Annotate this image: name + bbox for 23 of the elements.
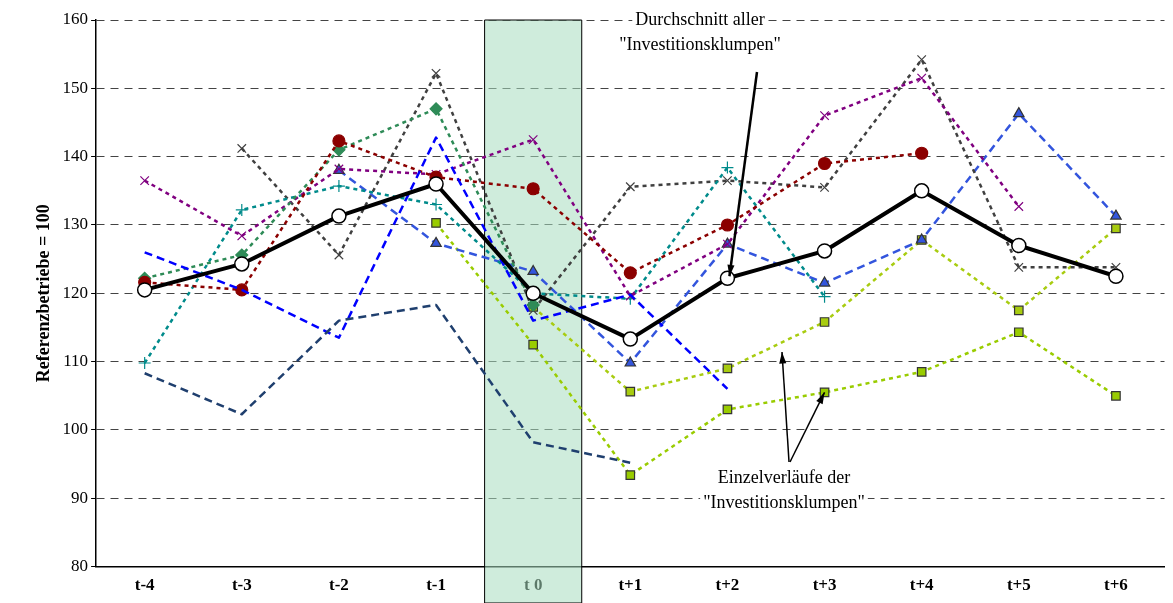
y-tick-label: 140 <box>62 146 89 166</box>
x-tick-label: t+5 <box>1006 575 1031 595</box>
x-tick-label: t-4 <box>134 575 156 595</box>
y-tick-label: 90 <box>71 487 89 507</box>
y-axis-title: Referenzbetriebe = 100 <box>33 204 54 383</box>
x-tick-label: t 0 <box>523 575 543 595</box>
x-tick-label: t+1 <box>618 575 643 595</box>
x-tick-label: t-3 <box>231 575 252 595</box>
y-tick-label: 130 <box>62 214 89 234</box>
x-tick-label: t+6 <box>1104 575 1128 595</box>
x-tick-label: t+2 <box>715 575 740 595</box>
x-tick-label: t-1 <box>426 575 446 595</box>
annotation: Durchschnitt aller "Investitionsklumpen" <box>619 8 781 54</box>
x-tick-label: t+4 <box>909 575 935 595</box>
y-tick-label: 110 <box>63 351 89 371</box>
y-tick-label: 150 <box>62 77 89 97</box>
x-tick-label: t+3 <box>812 575 837 595</box>
y-tick-label: 100 <box>62 419 89 439</box>
y-tick-label: 160 <box>62 9 89 29</box>
y-tick-label: 80 <box>71 556 89 576</box>
x-tick-label: t-2 <box>329 575 349 595</box>
annotation: Einzelverläufe der "Investitionsklumpen" <box>703 466 865 512</box>
y-tick-label: 120 <box>62 282 89 302</box>
